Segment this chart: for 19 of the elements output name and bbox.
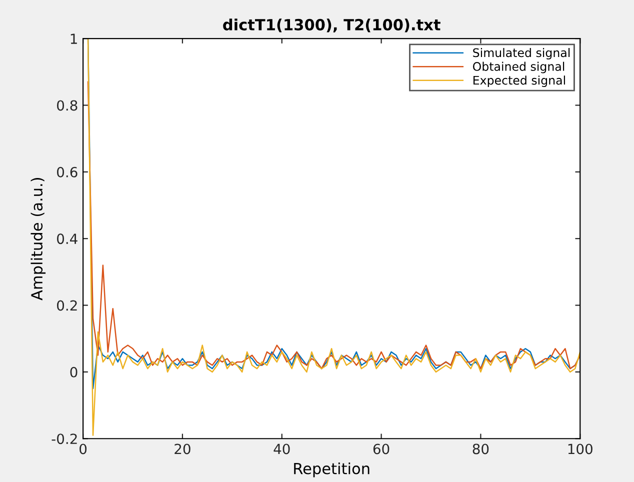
y-axis-title: Amplitude (a.u.) — [30, 178, 46, 300]
y-tick-label: 0.4 — [57, 234, 78, 244]
legend-label: Simulated signal — [473, 48, 570, 60]
x-tick-label: 60 — [373, 444, 390, 454]
y-tick-label: 0 — [70, 366, 78, 378]
x-tick-label: 100 — [568, 444, 592, 454]
chart-title: dictT1(1300), T2(100).txt — [223, 18, 440, 32]
y-tick-label: 0.2 — [57, 300, 77, 311]
x-axis-title: Repetition — [294, 462, 370, 478]
y-tick-label: 0.8 — [57, 100, 78, 111]
x-tick-label: 0 — [80, 444, 87, 454]
x-tick-label: 40 — [274, 444, 290, 454]
y-tick-label: 0.6 — [57, 166, 78, 178]
x-tick-label: 80 — [472, 444, 489, 454]
x-tick-label: 20 — [174, 444, 190, 454]
y-tick-label: 1 — [70, 34, 77, 44]
y-tick-label: -0.2 — [52, 434, 77, 444]
legend-label: Obtained signal — [473, 62, 564, 74]
legend-label: Expected signal — [473, 76, 565, 88]
